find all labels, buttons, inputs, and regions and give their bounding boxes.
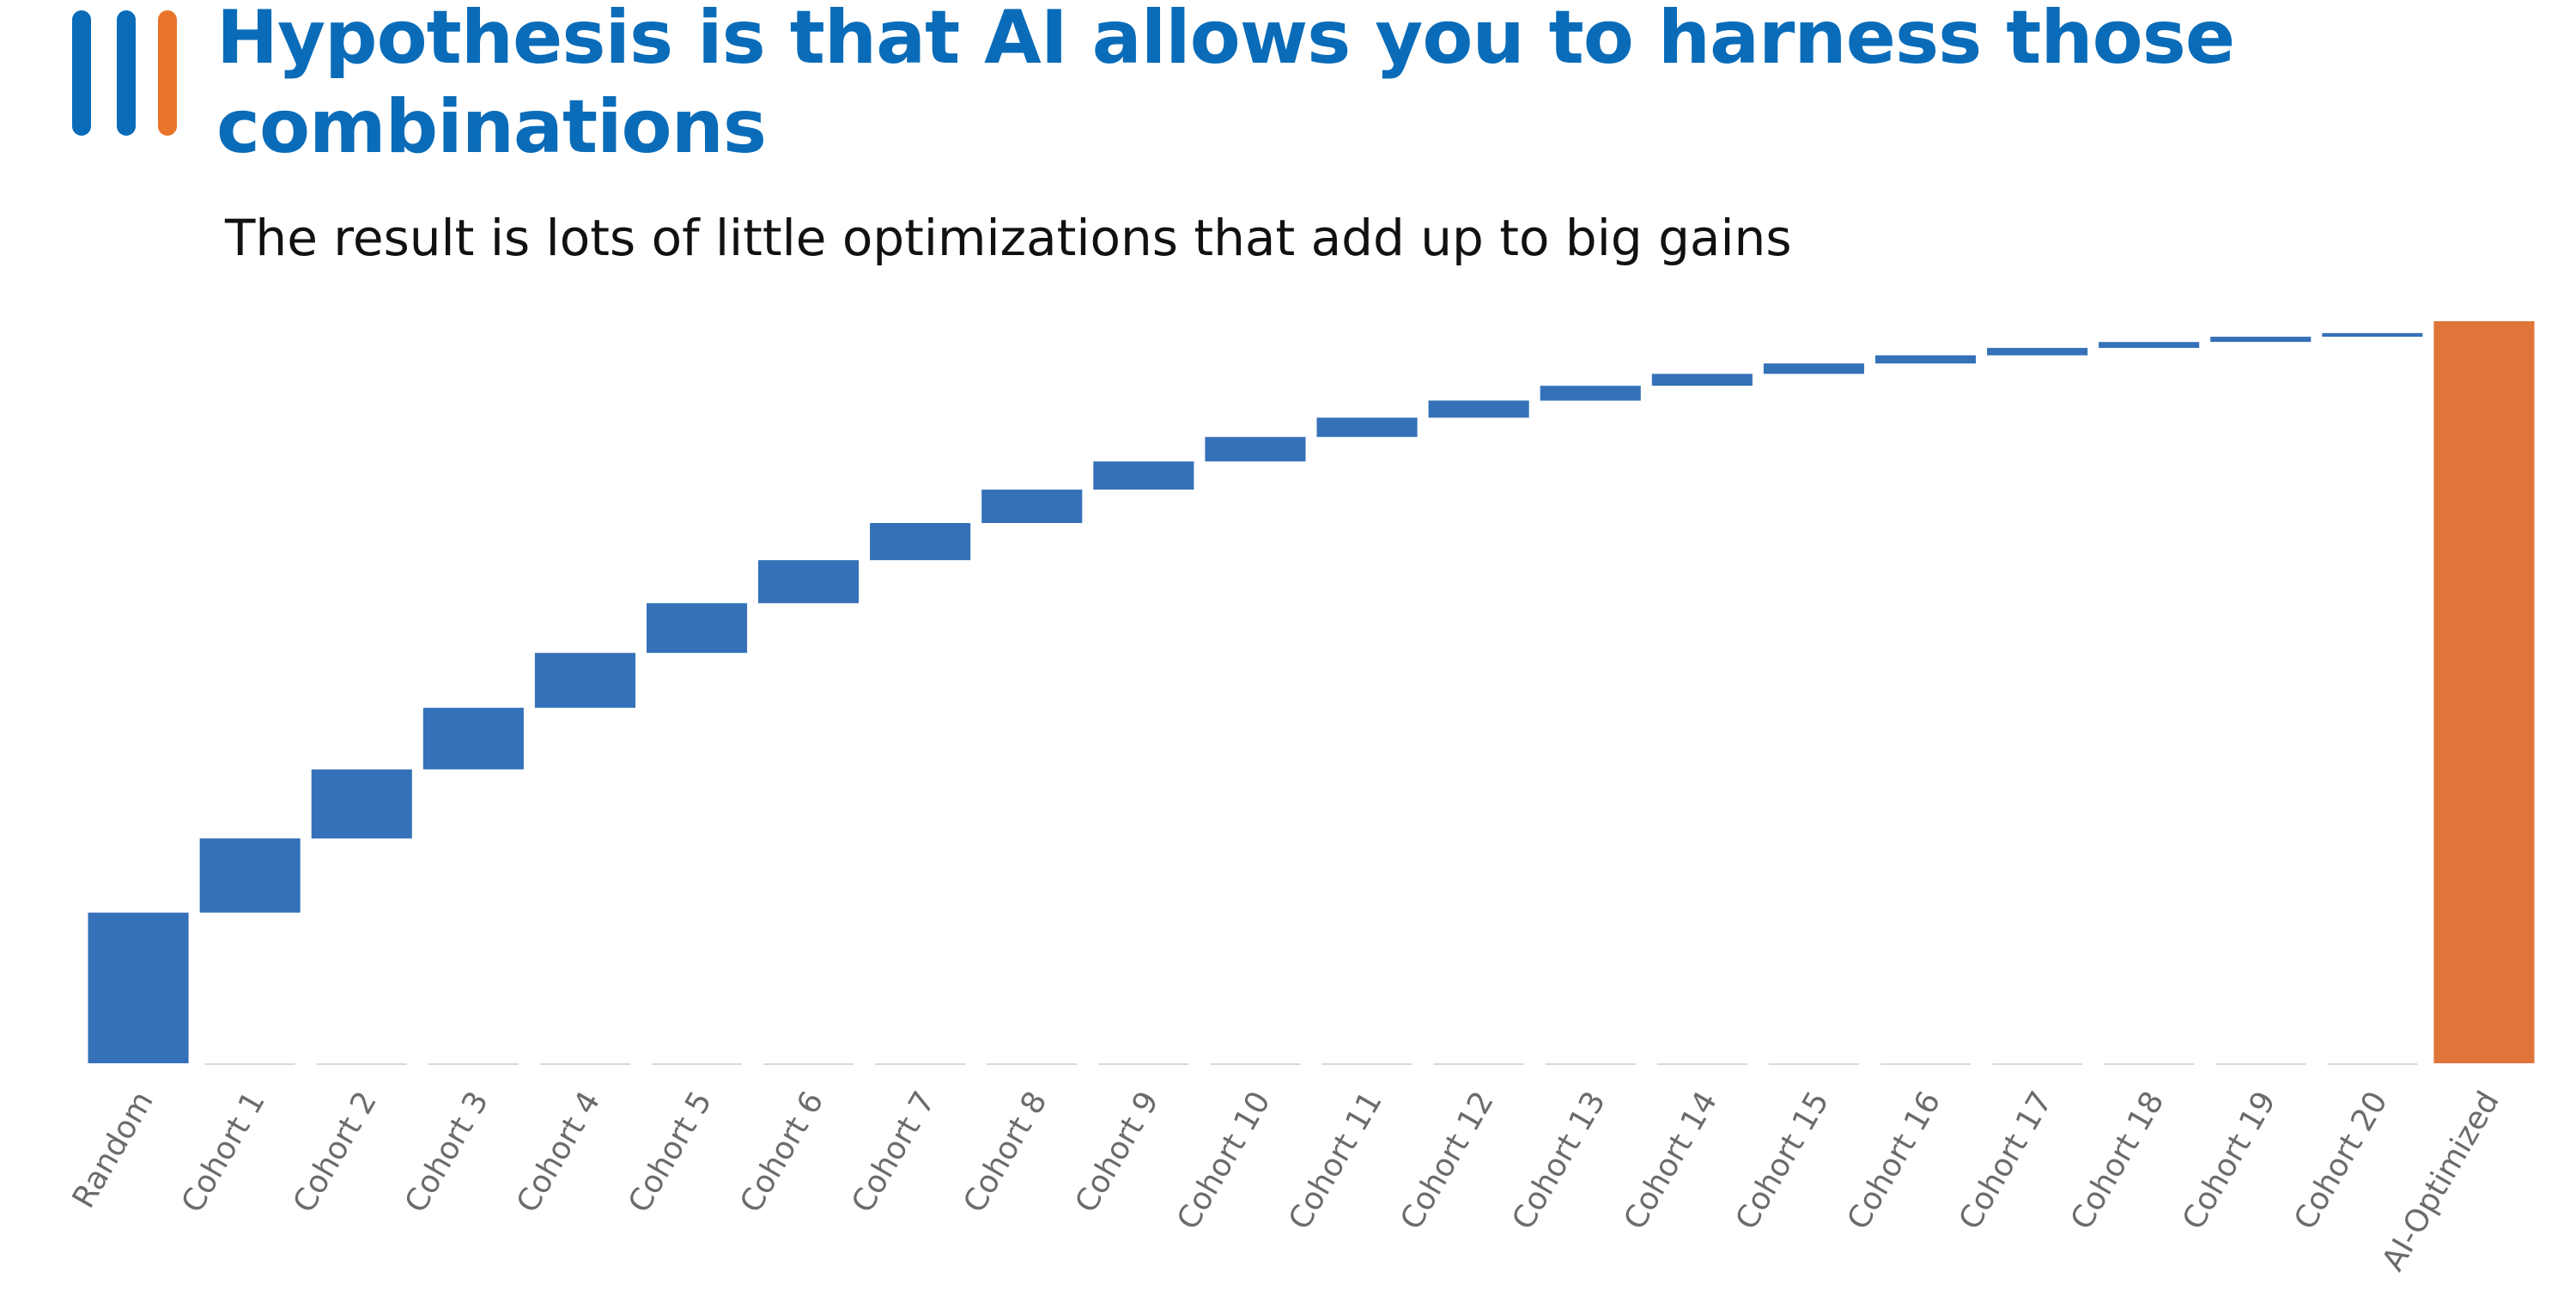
- bar-cohort-3: [422, 708, 524, 770]
- x-tick-label: Cohort 5: [622, 1086, 719, 1219]
- x-tick-label: Cohort 1: [175, 1086, 272, 1219]
- x-tick-label: Cohort 17: [1953, 1086, 2060, 1236]
- bar-cohort-8: [981, 490, 1083, 523]
- x-tick-label: Cohort 19: [2176, 1086, 2283, 1236]
- bar-cohort-6: [758, 560, 860, 604]
- bar-cohort-20: [2322, 332, 2423, 338]
- x-tick-label: Cohort 16: [1841, 1086, 1948, 1236]
- x-tick-label: Cohort 2: [287, 1086, 384, 1219]
- x-tick-label: Random: [66, 1086, 161, 1214]
- x-tick-label: Cohort 13: [1505, 1086, 1613, 1236]
- accent-bar-3: [158, 10, 177, 136]
- x-tick-label: Cohort 6: [733, 1086, 830, 1219]
- bar-cohort-9: [1093, 461, 1194, 490]
- bar-cohort-11: [1316, 417, 1418, 437]
- x-tick-label: AI-Optimized: [2376, 1086, 2506, 1277]
- bar-cohort-5: [647, 603, 748, 654]
- accent-bar-1: [72, 10, 91, 136]
- x-tick-label: Cohort 4: [510, 1086, 607, 1219]
- bar-ai-optimized: [2433, 321, 2535, 1063]
- bar-cohort-18: [2099, 342, 2200, 349]
- bar-cohort-7: [870, 523, 971, 561]
- bar-cohort-15: [1763, 363, 1864, 374]
- bar-cohort-12: [1428, 400, 1529, 418]
- bar-cohort-17: [1987, 348, 2088, 356]
- bar-cohort-16: [1875, 355, 1977, 364]
- title-accent-bars: [72, 10, 192, 139]
- x-tick-label: Cohort 20: [2287, 1086, 2395, 1236]
- x-tick-label: Cohort 18: [2064, 1086, 2172, 1236]
- x-tick-label: Cohort 15: [1729, 1086, 1837, 1236]
- x-tick-label: Cohort 8: [957, 1086, 1054, 1219]
- chart-bars: [88, 321, 2535, 1063]
- x-tick-label: Cohort 12: [1394, 1086, 1501, 1236]
- bar-cohort-14: [1651, 374, 1753, 386]
- bar-cohort-10: [1205, 436, 1306, 462]
- page-title: Hypothesis is that AI allows you to harn…: [216, 0, 2235, 170]
- bar-random: [88, 912, 189, 1063]
- x-tick-label: Cohort 9: [1069, 1086, 1166, 1219]
- bar-cohort-1: [199, 838, 301, 913]
- x-tick-label: Cohort 10: [1170, 1086, 1278, 1236]
- bar-cohort-13: [1540, 386, 1641, 401]
- x-tick-label: Cohort 14: [1618, 1086, 1725, 1236]
- chart-tick-labels: Random Cohort 1 Cohort 2 Cohort 3 Cohort 4 Co…: [66, 1086, 2506, 1277]
- x-tick-label: Cohort 7: [845, 1086, 942, 1219]
- x-tick-label: Cohort 11: [1282, 1086, 1389, 1236]
- accent-bar-2: [117, 10, 136, 136]
- x-tick-label: Cohort 3: [398, 1086, 495, 1219]
- page-subtitle: The result is lots of little optimizatio…: [225, 209, 1792, 267]
- bar-cohort-2: [311, 769, 412, 839]
- bar-cohort-4: [534, 653, 635, 709]
- bar-cohort-19: [2210, 337, 2312, 343]
